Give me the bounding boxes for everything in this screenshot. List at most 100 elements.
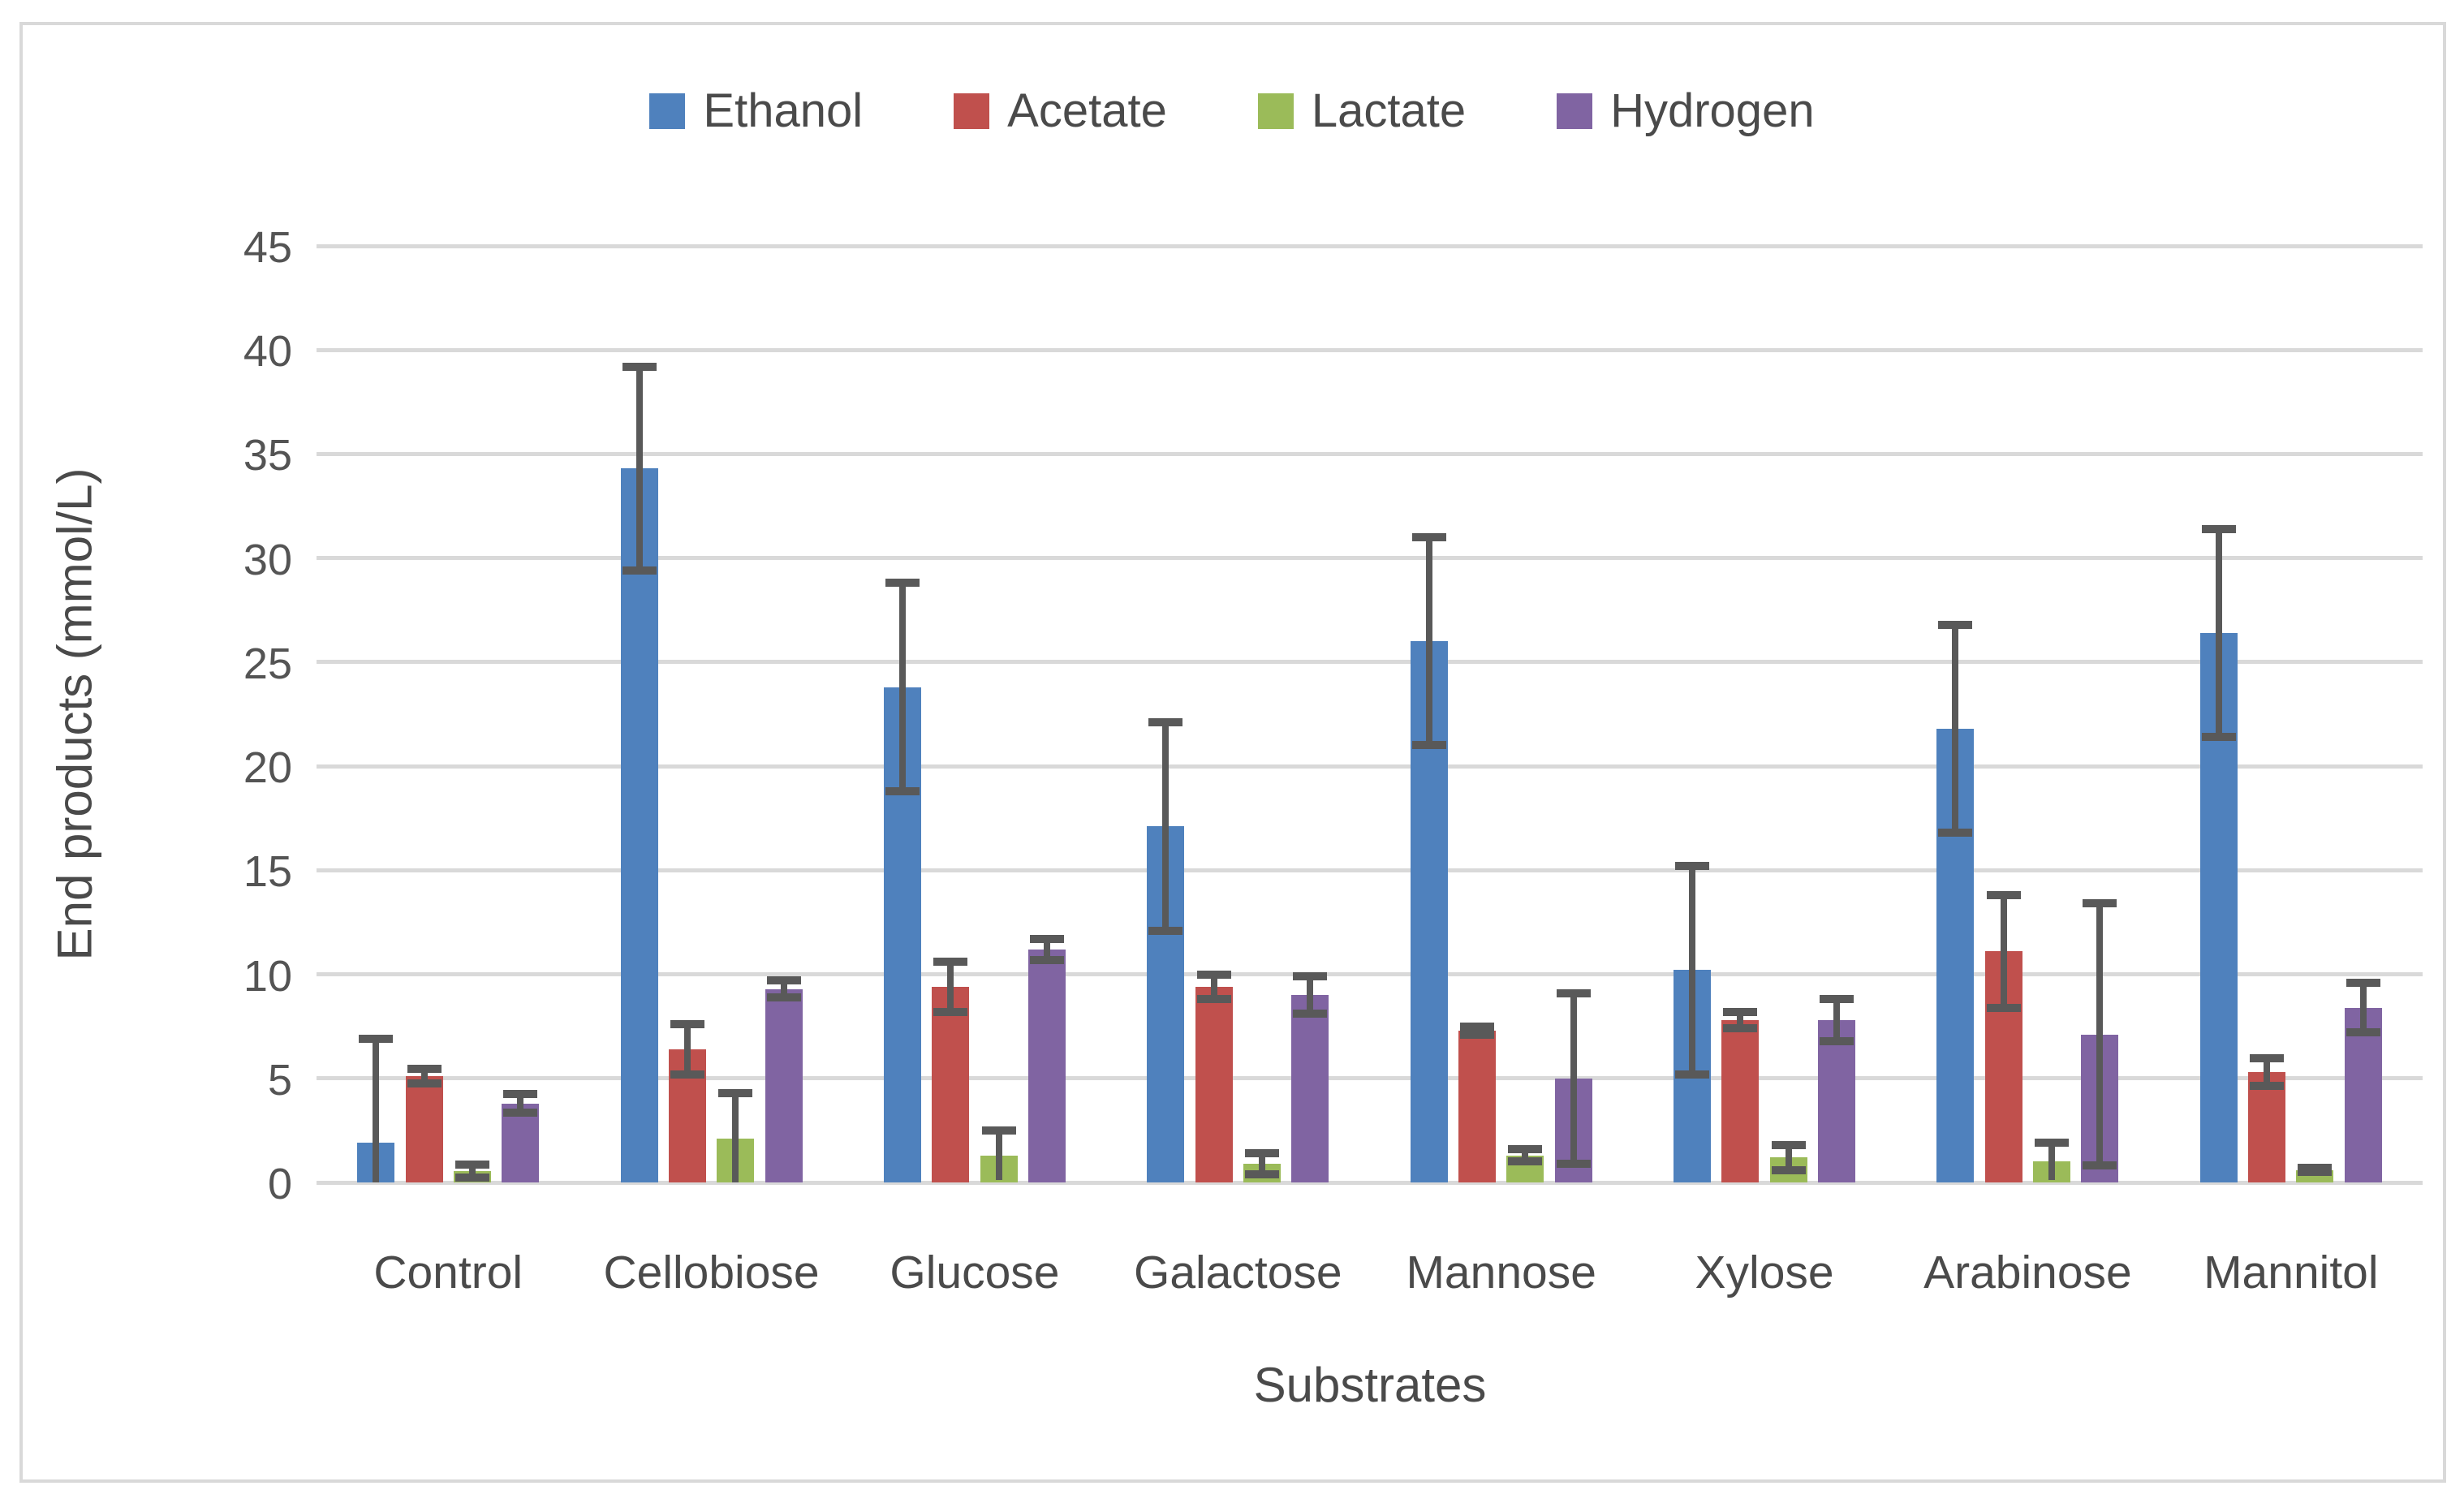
y-tick-label-15: 15	[243, 847, 292, 897]
error-bar-cap-top-acetate-arabinose	[1986, 891, 2021, 900]
legend-label-hydrogen: Hydrogen	[1610, 84, 1815, 137]
y-tick-label-45: 45	[243, 223, 292, 272]
error-bar-line-ethanol-xylose	[1689, 866, 1696, 1074]
error-bar-cap-bottom-ethanol-mannose	[1411, 741, 1446, 750]
error-bar-cap-bottom-lactate-control	[454, 1173, 489, 1182]
error-bar-cap-bottom-hydrogen-glucose	[1029, 955, 1064, 964]
error-bar-cap-top-acetate-control	[407, 1065, 442, 1074]
legend-swatch-acetate	[954, 93, 990, 129]
error-bar-cap-bottom-lactate-xylose	[1771, 1165, 1806, 1174]
error-bar-cap-top-acetate-glucose	[933, 958, 968, 967]
error-bar-cap-top-hydrogen-galactose	[1293, 972, 1328, 981]
error-bar-cap-bottom-ethanol-galactose	[1148, 926, 1183, 935]
error-bar-line-ethanol-control	[373, 1039, 380, 1182]
error-bar-cap-bottom-ethanol-glucose	[885, 786, 920, 795]
bar-acetate-mannose	[1458, 1030, 1497, 1182]
x-label-galactose: Galactose	[1133, 1247, 1342, 1298]
error-bar-line-ethanol-arabinose	[1952, 624, 1959, 833]
error-bar-cap-top-lactate-mannose	[1508, 1144, 1543, 1153]
error-bar-line-ethanol-mannitol	[2215, 528, 2222, 738]
error-bar-cap-top-hydrogen-mannose	[1556, 988, 1591, 997]
error-bar-cap-bottom-hydrogen-control	[503, 1109, 538, 1118]
error-bar-cap-bottom-lactate-galactose	[1244, 1169, 1279, 1178]
bar-hydrogen-cellobiose	[765, 988, 803, 1182]
error-bar-cap-bottom-hydrogen-galactose	[1293, 1010, 1328, 1019]
y-tick-label-35: 35	[243, 431, 292, 480]
y-axis-tick-labels: 0 5 10 15 20 25 30 35 40 45	[0, 226, 292, 1206]
error-bar-cap-top-hydrogen-cellobiose	[766, 976, 801, 985]
error-bar-cap-bottom-acetate-mannitol	[2250, 1081, 2285, 1090]
y-tick-label-0: 0	[267, 1160, 292, 1208]
error-bar-line-lactate-galactose	[1258, 1153, 1265, 1174]
gridline-10	[317, 972, 2423, 977]
gridline-15	[317, 868, 2423, 872]
bar-acetate-glucose	[932, 986, 970, 1182]
x-label-cellobiose: Cellobiose	[603, 1247, 820, 1298]
bar-acetate-mannitol	[2248, 1072, 2286, 1182]
bar-acetate-control	[405, 1076, 443, 1182]
error-bar-cap-bottom-ethanol-xylose	[1675, 1070, 1710, 1079]
error-bar-cap-top-hydrogen-glucose	[1029, 934, 1064, 943]
error-bar-line-ethanol-glucose	[898, 583, 906, 791]
bar-acetate-galactose	[1195, 986, 1233, 1182]
error-bar-cap-top-acetate-mannitol	[2250, 1054, 2285, 1063]
error-bar-cap-top-ethanol-glucose	[885, 579, 920, 588]
error-bar-cap-top-lactate-cellobiose	[718, 1088, 753, 1097]
x-axis-title: Substrates	[1253, 1358, 1487, 1412]
chart-frame	[19, 22, 2446, 1483]
error-bar-cap-bottom-acetate-cellobiose	[670, 1070, 704, 1079]
bar-hydrogen-xylose	[1818, 1019, 1855, 1182]
error-bar-line-acetate-arabinose	[2000, 895, 2007, 1008]
x-label-control: Control	[373, 1247, 523, 1298]
error-bar-cap-bottom-ethanol-cellobiose	[622, 566, 657, 575]
gridline-35	[317, 451, 2423, 456]
chart-legend: Ethanol Acetate Lactate Hydrogen	[0, 88, 2464, 135]
error-bar-line-lactate-mannose	[1522, 1148, 1529, 1162]
legend-item-acetate: Acetate	[954, 88, 1167, 135]
error-bar-cap-bottom-acetate-arabinose	[1986, 1003, 2021, 1012]
error-bar-line-hydrogen-xylose	[1833, 999, 1840, 1041]
y-tick-label-40: 40	[243, 327, 292, 377]
error-bar-line-lactate-glucose	[995, 1130, 1002, 1181]
error-bar-cap-top-acetate-xylose	[1723, 1007, 1758, 1016]
error-bar-line-lactate-xylose	[1785, 1144, 1792, 1170]
error-bar-line-acetate-control	[420, 1069, 428, 1084]
x-label-arabinose: Arabinose	[1923, 1247, 2132, 1298]
y-tick-label-5: 5	[267, 1055, 292, 1105]
error-bar-cap-top-ethanol-mannitol	[2201, 524, 2236, 533]
error-bar-cap-top-ethanol-xylose	[1675, 862, 1710, 871]
error-bar-line-acetate-glucose	[947, 962, 954, 1012]
bar-hydrogen-galactose	[1291, 995, 1329, 1182]
error-bar-cap-top-ethanol-galactose	[1148, 718, 1183, 727]
error-bar-line-ethanol-cellobiose	[635, 366, 643, 571]
error-bar-line-hydrogen-mannitol	[2359, 982, 2367, 1033]
error-bar-line-acetate-mannose	[1474, 1026, 1481, 1035]
legend-label-acetate: Acetate	[1007, 84, 1167, 137]
error-bar-cap-top-ethanol-arabinose	[1938, 620, 1973, 629]
error-bar-cap-top-lactate-glucose	[981, 1126, 1016, 1135]
legend-item-lactate: Lactate	[1257, 88, 1466, 135]
gridline-30	[317, 556, 2423, 561]
error-bar-line-ethanol-mannose	[1425, 537, 1432, 746]
gridline-5	[317, 1076, 2423, 1081]
gridline-20	[317, 764, 2423, 769]
error-bar-cap-bottom-lactate-mannose	[1508, 1157, 1543, 1166]
error-bar-cap-top-acetate-mannose	[1460, 1022, 1495, 1031]
bar-ethanol-cellobiose	[620, 468, 658, 1182]
gridline-45	[317, 243, 2423, 248]
y-tick-label-20: 20	[243, 743, 292, 793]
x-label-glucose: Glucose	[890, 1247, 1060, 1298]
error-bar-cap-top-ethanol-mannose	[1411, 533, 1446, 542]
bar-hydrogen-glucose	[1027, 949, 1066, 1182]
x-label-mannose: Mannose	[1406, 1247, 1596, 1298]
gridline-40	[317, 347, 2423, 352]
error-bar-cap-bottom-acetate-mannose	[1460, 1030, 1495, 1039]
error-bar-cap-bottom-acetate-xylose	[1723, 1024, 1758, 1033]
gridline-0	[317, 1180, 2423, 1185]
error-bar-line-ethanol-galactose	[1162, 722, 1170, 931]
legend-swatch-ethanol	[649, 93, 686, 129]
bar-hydrogen-mannitol	[2344, 1007, 2382, 1182]
error-bar-cap-bottom-ethanol-mannitol	[2201, 733, 2236, 742]
error-bar-cap-top-lactate-galactose	[1244, 1149, 1279, 1158]
